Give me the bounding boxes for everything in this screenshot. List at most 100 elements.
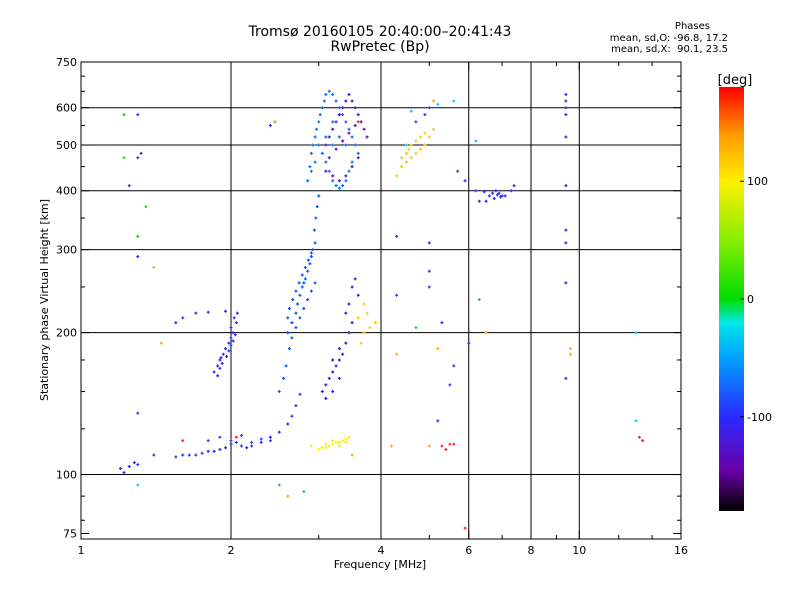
data-point: [341, 439, 345, 443]
y-tick-label: 100: [56, 469, 77, 482]
data-point: [122, 113, 126, 117]
x-tick-label: 1: [78, 544, 85, 557]
data-point: [298, 392, 302, 396]
data-point: [327, 376, 331, 380]
data-point: [318, 113, 322, 117]
data-point: [334, 147, 338, 151]
data-point: [303, 277, 307, 281]
data-point: [423, 143, 427, 147]
data-point: [568, 347, 572, 351]
data-point: [564, 281, 568, 285]
data-point: [302, 307, 306, 311]
data-point: [122, 471, 126, 475]
data-point: [463, 179, 467, 183]
axis-ticks: 1 2 4 6 8 10 16 75 100 200 300 400 500 600 750: [56, 56, 688, 557]
data-point: [315, 127, 319, 131]
x-tick-label: 4: [378, 544, 385, 557]
data-point: [218, 366, 222, 370]
data-points: [118, 89, 645, 530]
data-point: [297, 281, 301, 285]
data-point: [317, 120, 321, 124]
data-point: [356, 120, 360, 124]
data-point: [344, 440, 348, 444]
data-point: [440, 321, 444, 325]
data-point: [331, 358, 335, 362]
data-point: [224, 446, 228, 450]
data-point: [286, 316, 290, 320]
data-point: [324, 92, 328, 96]
data-point: [487, 194, 491, 198]
data-point: [225, 354, 229, 358]
data-point: [474, 189, 478, 193]
series-e-layer-trace: [118, 392, 302, 475]
data-point: [440, 444, 444, 448]
data-point: [220, 362, 224, 366]
data-point: [356, 156, 360, 160]
data-point: [136, 463, 140, 467]
data-point: [359, 120, 363, 124]
data-point: [448, 383, 452, 387]
data-point: [250, 444, 254, 448]
data-point: [395, 234, 399, 238]
data-point: [229, 439, 233, 443]
data-point: [302, 490, 306, 494]
data-point: [286, 494, 290, 498]
data-point: [353, 143, 357, 147]
data-point: [334, 99, 338, 103]
data-point: [300, 285, 304, 289]
series-f2-upper-violet: [324, 92, 369, 183]
data-point: [298, 293, 302, 297]
data-point: [315, 205, 319, 209]
x-tick-label: 6: [465, 544, 472, 557]
data-point: [423, 131, 427, 135]
data-point: [331, 439, 335, 443]
data-point: [224, 309, 228, 313]
data-point: [331, 127, 335, 131]
data-point: [229, 326, 233, 330]
data-point: [286, 422, 290, 426]
data-point: [227, 349, 231, 353]
data-point: [313, 241, 317, 245]
data-point: [291, 298, 295, 302]
data-point: [474, 139, 478, 143]
data-point: [317, 448, 321, 452]
data-point: [181, 316, 185, 320]
data-point: [234, 440, 238, 444]
data-point: [456, 169, 460, 173]
data-point: [294, 289, 298, 293]
data-point: [395, 293, 399, 297]
data-point: [564, 376, 568, 380]
data-point: [294, 311, 298, 315]
colorbar-gradient: [719, 87, 744, 511]
data-point: [212, 449, 216, 453]
y-tick-label: 500: [56, 139, 77, 152]
data-point: [427, 135, 431, 139]
data-point: [404, 151, 408, 155]
data-point: [331, 370, 335, 374]
data-point: [427, 106, 431, 110]
data-point: [331, 174, 335, 178]
data-point: [427, 285, 431, 289]
data-point: [259, 440, 263, 444]
y-tick-label: 750: [56, 56, 77, 69]
data-point: [452, 442, 456, 446]
data-point: [324, 143, 328, 147]
data-point: [231, 331, 235, 335]
data-point: [400, 156, 404, 160]
data-point: [218, 358, 222, 362]
data-point: [294, 326, 298, 330]
data-point: [337, 347, 341, 351]
data-point: [347, 435, 351, 439]
data-point: [374, 321, 378, 325]
data-point: [298, 316, 302, 320]
data-point: [296, 302, 300, 306]
data-point: [347, 169, 351, 173]
data-point: [287, 307, 291, 311]
data-point: [353, 277, 357, 281]
data-point: [290, 414, 294, 418]
data-point: [347, 302, 351, 306]
data-point: [327, 169, 331, 173]
data-point: [344, 143, 348, 147]
data-point: [337, 106, 341, 110]
data-point: [494, 189, 498, 193]
